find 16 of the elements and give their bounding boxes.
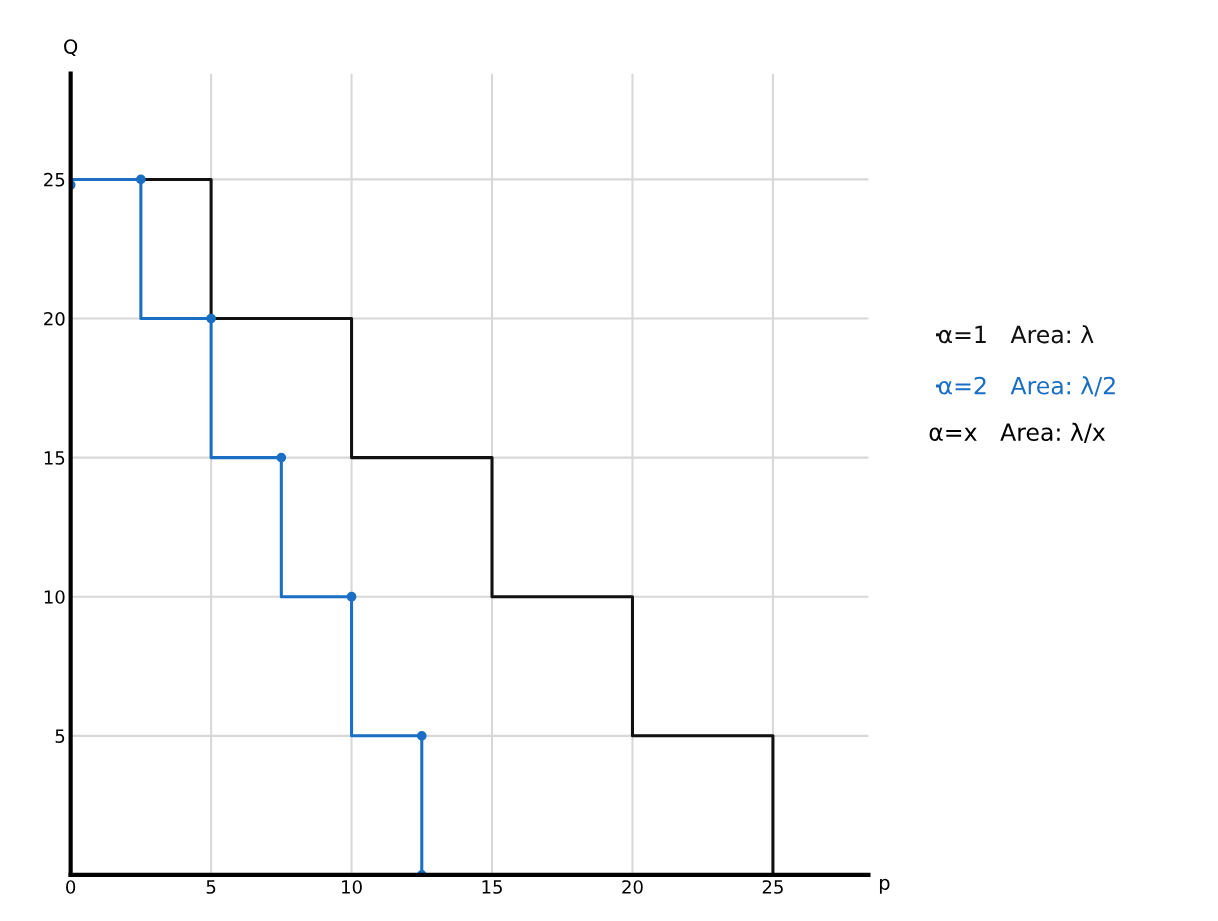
x-tick-label: 10 [342,880,362,894]
x-tick-label: 0 [66,880,76,894]
y-tick-label: 15 [44,451,65,465]
y-axis-title: Q [64,39,78,57]
x-axis-title: p [879,878,890,894]
y-tick-label: 20 [44,311,65,326]
x-tick-label: 15 [482,880,502,894]
x-tick-label: 25 [762,880,783,894]
legend-label: α=2 Area: λ/2 [938,376,1115,397]
legend-label: α=1 Area: λ [938,325,1094,344]
y-tick-label: 10 [44,590,65,604]
y-tick-label: 25 [44,172,65,187]
x-tick-label: 20 [622,880,643,894]
text: α=x Area: λ/x [929,422,1106,443]
y-tick-label: 5 [55,729,65,743]
x-tick-label: 5 [206,880,216,894]
